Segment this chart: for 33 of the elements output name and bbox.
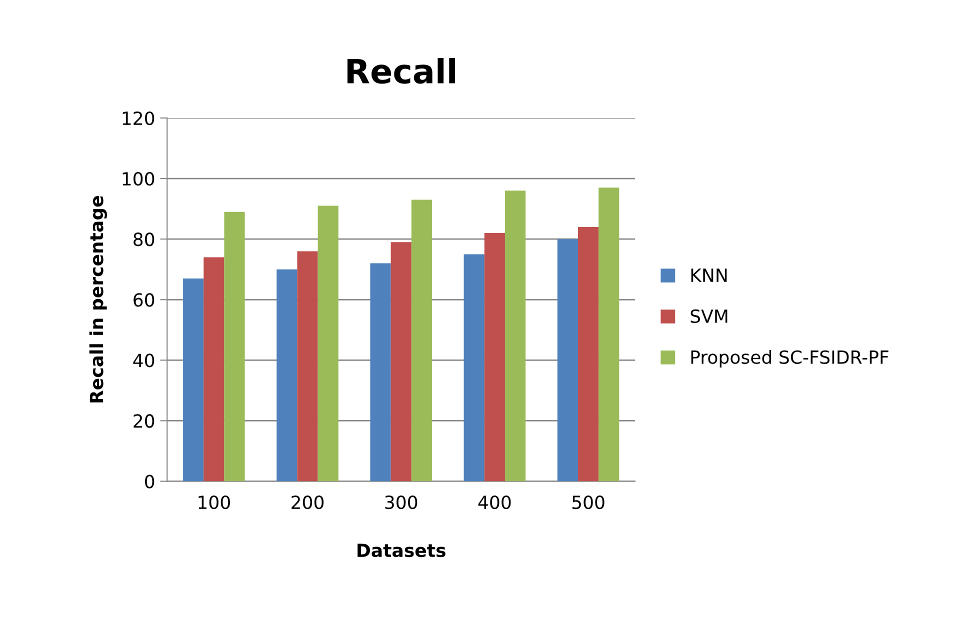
legend-label: Proposed SC-FSIDR-PF — [691, 350, 888, 368]
chart-title: Recall — [347, 58, 455, 84]
bar — [578, 226, 599, 482]
x-tick-label: 300 — [385, 495, 418, 510]
bar — [183, 278, 204, 482]
y-tick-label: 120 — [122, 111, 154, 126]
bar — [204, 257, 224, 482]
y-axis-title: Recall in percentage — [89, 196, 107, 402]
y-tick-label: 100 — [122, 172, 154, 186]
y-tick-label: 60 — [134, 293, 154, 307]
bar — [224, 212, 245, 482]
y-tick-label: 40 — [133, 354, 154, 368]
legend-label: SVM — [690, 309, 728, 324]
x-tick-label: 400 — [478, 495, 511, 510]
bar — [297, 251, 318, 482]
y-tick-label: 20 — [134, 414, 154, 428]
x-tick-label: 500 — [572, 495, 604, 510]
bar — [411, 200, 432, 482]
x-tick-label: 200 — [292, 495, 324, 510]
bar — [484, 233, 505, 482]
legend-label: KNN — [691, 268, 727, 282]
bar — [557, 239, 578, 482]
bar — [318, 206, 338, 482]
bar — [370, 263, 391, 482]
y-tick-label: 80 — [134, 232, 154, 246]
bar — [504, 190, 526, 482]
x-tick-label: 100 — [198, 495, 230, 510]
bar — [464, 254, 484, 482]
y-tick-label: 0 — [145, 474, 154, 488]
bar — [390, 242, 412, 482]
bar — [276, 269, 298, 482]
bar — [598, 188, 620, 482]
x-axis-title: Datasets — [358, 544, 446, 558]
